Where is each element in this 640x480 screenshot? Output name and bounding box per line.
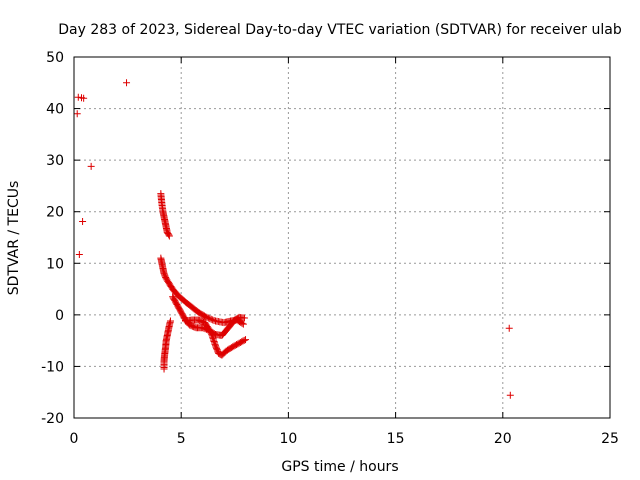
data-point — [80, 94, 88, 102]
data-point — [75, 251, 83, 259]
chart-title: Day 283 of 2023, Sidereal Day-to-day VTE… — [58, 22, 622, 38]
x-tick-label: 20 — [494, 431, 512, 447]
data-point — [239, 320, 247, 328]
y-tick-label: 20 — [46, 205, 64, 221]
data-point — [240, 336, 248, 344]
y-tick-label: 50 — [46, 50, 64, 66]
data-point — [203, 313, 211, 321]
x-tick-label: 25 — [601, 431, 619, 447]
y-tick-label: -20 — [41, 411, 64, 427]
data-point — [204, 314, 212, 322]
data-point — [206, 315, 214, 323]
data-point — [240, 314, 248, 322]
data-point — [505, 324, 513, 332]
data-point — [87, 162, 95, 170]
data-point — [74, 93, 82, 101]
x-tick-label: 15 — [387, 431, 405, 447]
data-point — [79, 218, 87, 226]
data-point — [123, 79, 131, 87]
data-point — [210, 316, 218, 324]
plot-frame — [73, 56, 611, 419]
axis-ticks: 0 5 10 15 20 25 -20 -10 0 10 20 30 40 50 — [41, 50, 619, 447]
data-point — [506, 391, 514, 399]
data-point — [209, 316, 217, 324]
y-tick-label: 30 — [46, 153, 64, 169]
data-point — [165, 231, 173, 239]
x-tick-label: 5 — [177, 431, 186, 447]
data-point — [166, 317, 174, 325]
y-tick-label: -10 — [41, 359, 64, 375]
y-axis-label: SDTVAR / TECUs — [6, 181, 22, 296]
data-point — [242, 336, 250, 344]
data-point — [165, 232, 173, 240]
y-tick-label: 0 — [55, 308, 64, 324]
grid-lines — [74, 57, 610, 418]
x-tick-label: 10 — [279, 431, 297, 447]
data-point — [207, 315, 215, 323]
x-axis-label: GPS time / hours — [281, 459, 398, 475]
data-point — [73, 110, 81, 118]
y-tick-label: 10 — [46, 256, 64, 272]
y-tick-label: 40 — [46, 102, 64, 118]
data-points — [73, 79, 514, 399]
x-tick-label: 0 — [70, 431, 79, 447]
